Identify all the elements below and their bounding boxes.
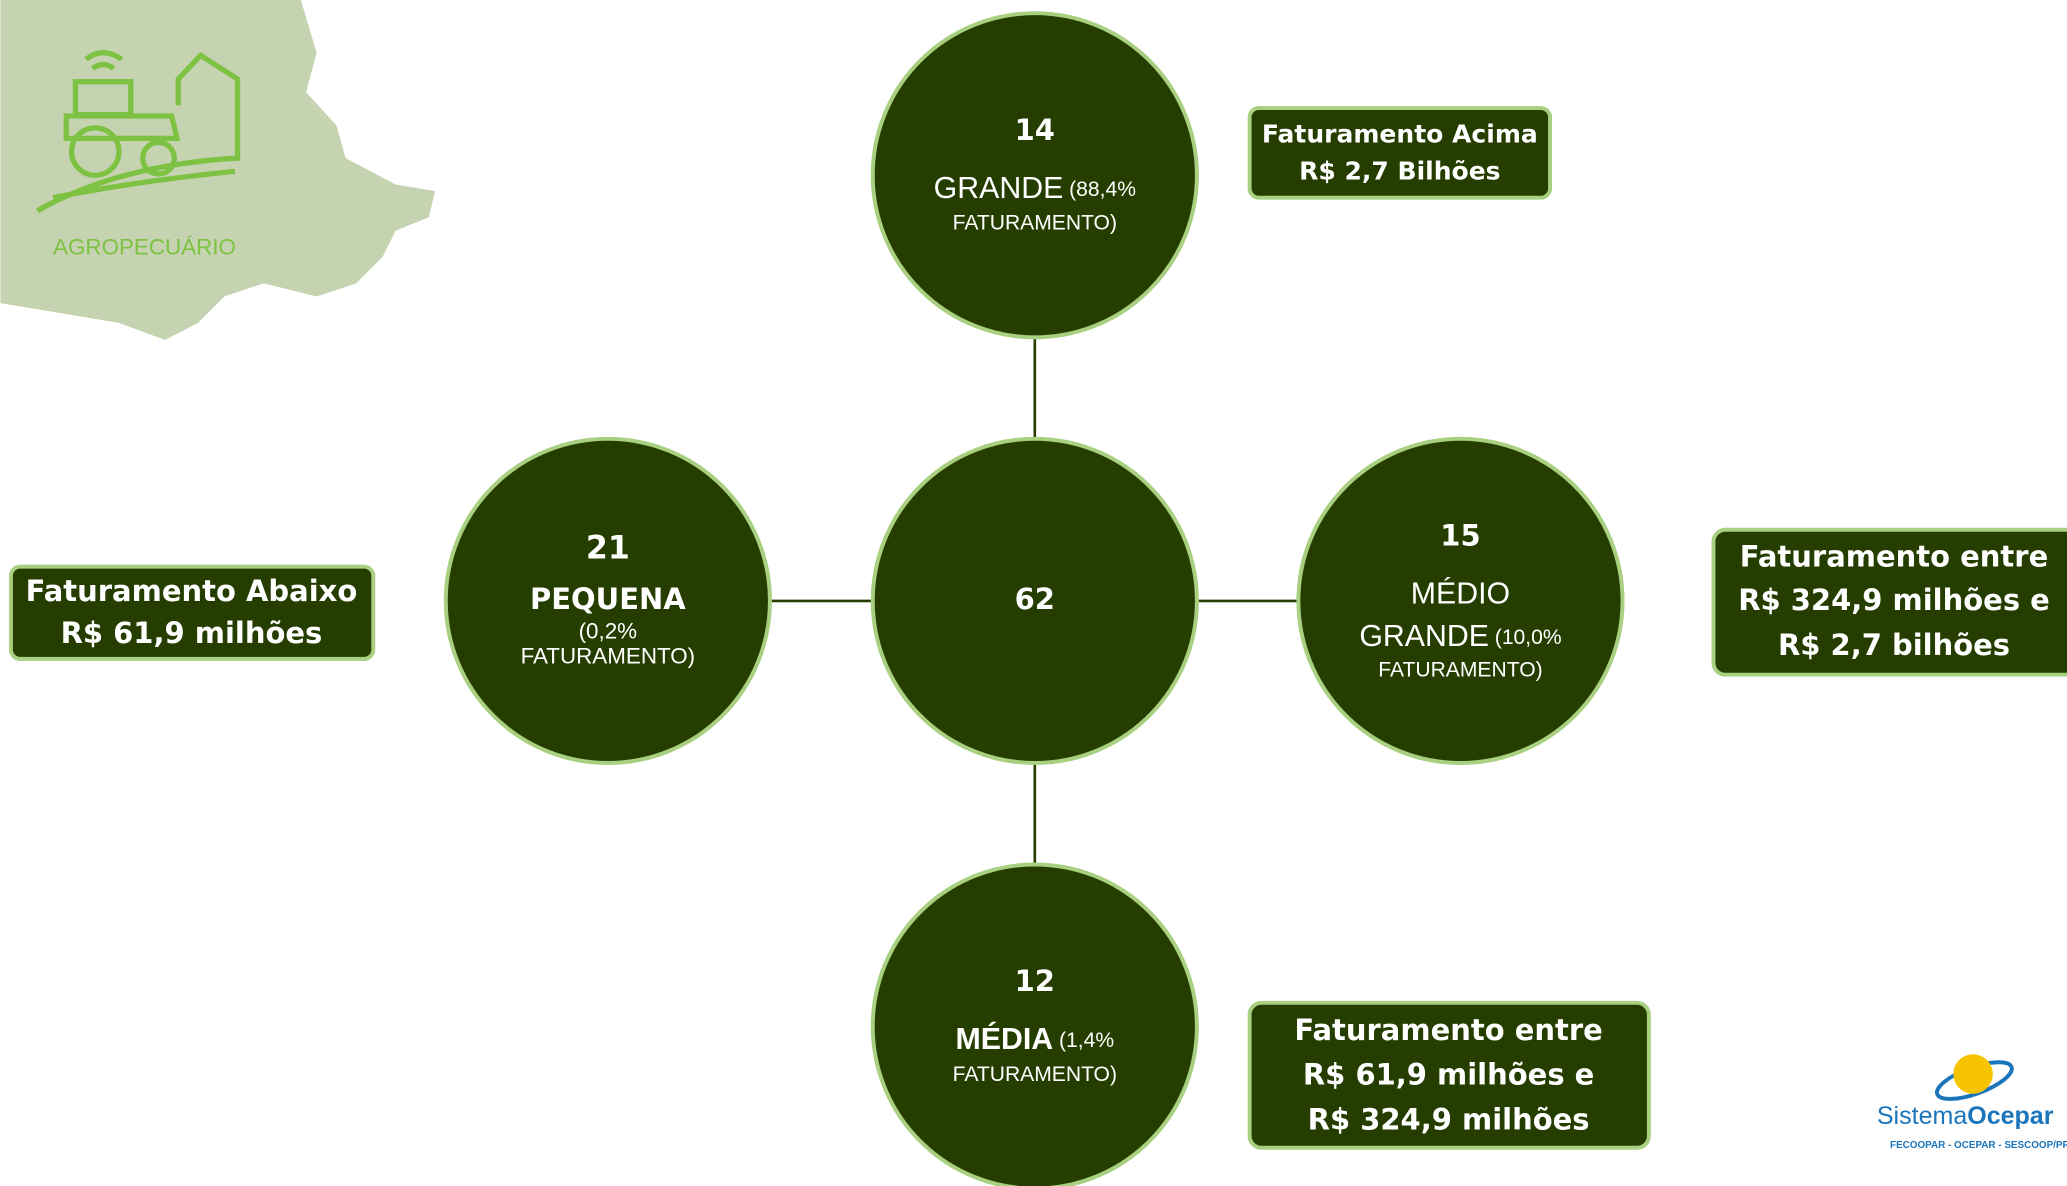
node-name: PEQUENA bbox=[530, 582, 686, 616]
center-count: 62 bbox=[1015, 582, 1055, 616]
info-box bbox=[1711, 527, 2067, 677]
sector-label: AGROPECUÁRIO bbox=[53, 234, 236, 259]
tractor-icon bbox=[35, 50, 241, 214]
logo-text: SistemaOcepar bbox=[1877, 1102, 2054, 1130]
box-text: Faturamento Acima bbox=[1262, 120, 1538, 149]
box-text: R$ 324,9 milhões bbox=[1308, 1102, 1590, 1136]
node-share: (1,4% bbox=[1059, 1029, 1114, 1052]
node-share: (10,0% bbox=[1495, 625, 1562, 648]
box-text: R$ 2,7 bilhões bbox=[1778, 628, 2010, 662]
connectors bbox=[769, 337, 1299, 865]
node-count: 12 bbox=[1015, 964, 1055, 998]
logo-tagline: FECOOPAR - OCEPAR - SESCOOP/PR bbox=[1890, 1140, 2067, 1151]
node-count: 14 bbox=[1015, 113, 1055, 147]
node-circle bbox=[1296, 436, 1625, 765]
node-label: MÉDIA (1,4% bbox=[956, 1022, 1115, 1056]
info-box bbox=[1247, 106, 1553, 200]
box-text: Faturamento Abaixo bbox=[26, 574, 358, 608]
node-label: GRANDE (88,4% bbox=[934, 172, 1136, 205]
box-text: R$ 324,9 milhões e bbox=[1738, 583, 2050, 617]
node-name: GRANDE bbox=[934, 172, 1064, 205]
node-name: GRANDE bbox=[1359, 620, 1489, 653]
ocepar-logo: SistemaOcepar FECOOPAR - OCEPAR - SESCOO… bbox=[1877, 1054, 2067, 1151]
node-circle bbox=[443, 436, 772, 765]
map-shape bbox=[0, 0, 436, 340]
node-circle bbox=[870, 11, 1199, 340]
box-text: R$ 61,9 milhões bbox=[61, 616, 323, 650]
box-text: R$ 2,7 Bilhões bbox=[1299, 157, 1500, 186]
logo-brand: Ocepar bbox=[1967, 1102, 2053, 1130]
info-box bbox=[1247, 1000, 1651, 1150]
node-name: MÉDIO bbox=[1411, 578, 1510, 611]
center-circle bbox=[870, 436, 1199, 765]
node-share: FATURAMENTO) bbox=[521, 643, 696, 668]
box-text: R$ 61,9 milhões e bbox=[1303, 1058, 1594, 1092]
box-text: Faturamento entre bbox=[1294, 1013, 1602, 1047]
info-box bbox=[8, 564, 376, 661]
logo-brand: Sistema bbox=[1877, 1102, 1967, 1130]
node-share: FATURAMENTO) bbox=[953, 212, 1117, 235]
box-text: Faturamento entre bbox=[1740, 540, 2048, 574]
node-share: (0,2% bbox=[579, 618, 638, 643]
node-count: 21 bbox=[586, 531, 630, 567]
node-name: MÉDIA bbox=[956, 1022, 1054, 1056]
node-share: FATURAMENTO) bbox=[953, 1063, 1117, 1086]
map-logo: AGROPECUÁRIO bbox=[0, 0, 436, 340]
node-count: 15 bbox=[1440, 519, 1480, 553]
node-label: GRANDE (10,0% bbox=[1359, 620, 1561, 653]
node-share: (88,4% bbox=[1069, 177, 1136, 200]
node-circle bbox=[870, 862, 1199, 1186]
node-share: FATURAMENTO) bbox=[1378, 658, 1542, 681]
